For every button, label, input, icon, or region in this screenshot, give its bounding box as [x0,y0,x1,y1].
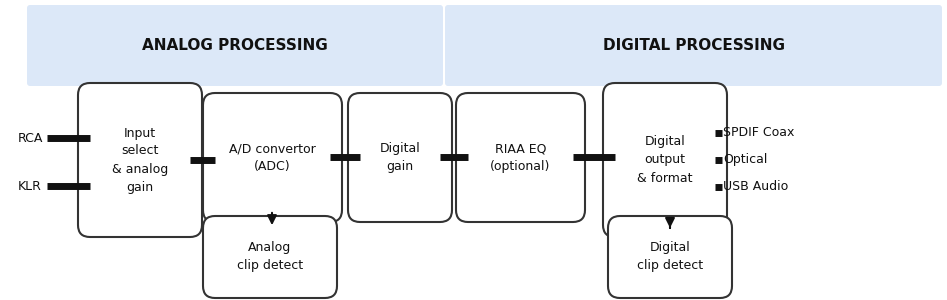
Text: A/D convertor
(ADC): A/D convertor (ADC) [229,142,316,173]
FancyBboxPatch shape [603,83,727,237]
Text: ANALOG PROCESSING: ANALOG PROCESSING [142,38,328,52]
FancyBboxPatch shape [456,93,585,222]
Text: RIAA EQ
(optional): RIAA EQ (optional) [491,142,551,173]
Text: SPDIF Coax: SPDIF Coax [723,127,795,140]
FancyBboxPatch shape [608,216,732,298]
FancyBboxPatch shape [27,5,443,86]
Text: USB Audio: USB Audio [723,181,788,194]
FancyBboxPatch shape [348,93,452,222]
FancyBboxPatch shape [78,83,202,237]
Text: Digital
clip detect: Digital clip detect [637,242,703,272]
FancyBboxPatch shape [203,216,337,298]
Text: KLR: KLR [18,179,42,193]
FancyBboxPatch shape [203,93,342,222]
FancyBboxPatch shape [445,5,942,86]
Text: Input
select
& analog
gain: Input select & analog gain [112,127,169,194]
Text: Digital
output
& format: Digital output & format [637,136,693,184]
Text: Digital
gain: Digital gain [380,142,420,173]
Text: Optical: Optical [723,154,767,166]
Text: RCA: RCA [18,131,44,145]
Text: DIGITAL PROCESSING: DIGITAL PROCESSING [603,38,785,52]
Text: Analog
clip detect: Analog clip detect [237,242,303,272]
